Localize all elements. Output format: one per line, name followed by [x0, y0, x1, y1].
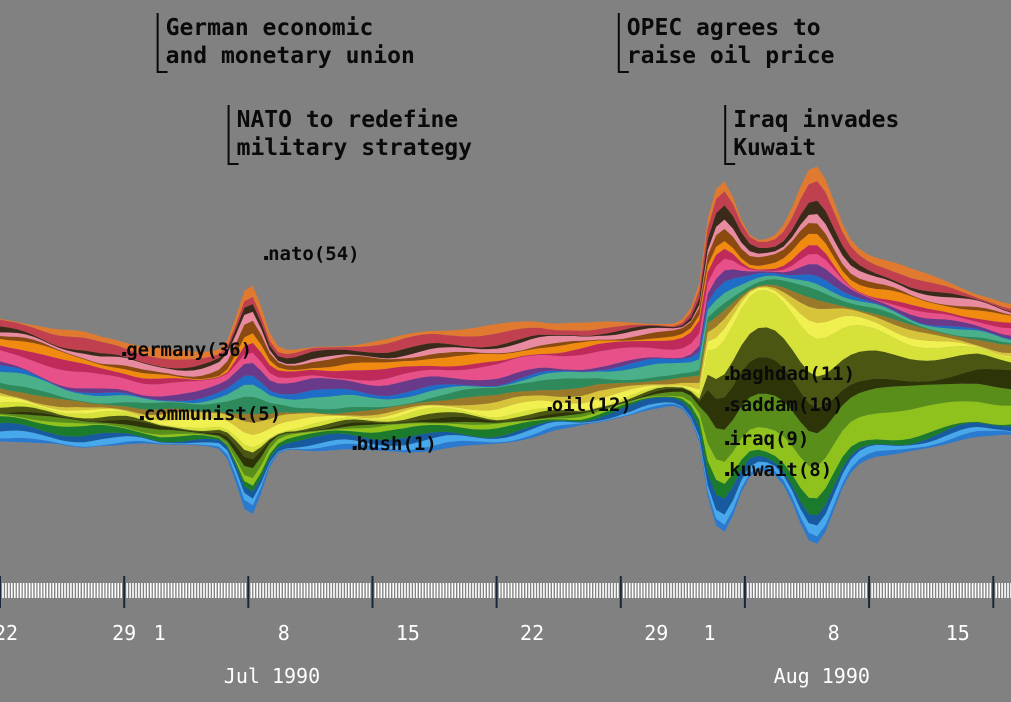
- term-label: baghdad(11): [725, 363, 855, 385]
- term-label-text: oil(12): [552, 394, 632, 416]
- stream-layer: [0, 245, 1011, 385]
- term-marker: [264, 256, 269, 260]
- term-label: kuwait(8): [725, 459, 832, 481]
- event-label-line2: raise oil price: [627, 43, 835, 69]
- stream-layer: [0, 327, 1011, 460]
- term-label-text: bush(1): [357, 433, 437, 455]
- term-label: bush(1): [352, 433, 437, 455]
- stream-layer: [0, 254, 1011, 397]
- stream-layer: [0, 396, 1011, 516]
- term-label: oil(12): [547, 394, 632, 416]
- tick-label: 22: [520, 621, 544, 645]
- stream-layer: [0, 223, 1011, 379]
- term-label-text: communist(5): [144, 403, 281, 425]
- stream-layer: [0, 290, 1011, 453]
- term-label-text: baghdad(11): [729, 363, 855, 385]
- stream-layer: [0, 357, 1011, 469]
- event-label-line2: military strategy: [237, 135, 473, 161]
- term-label: germany(36): [122, 339, 252, 361]
- stream-layer: [0, 287, 1011, 448]
- term-marker: [725, 407, 730, 411]
- time-axis-labels: 22 29 1 8 15 22 29 1 8 15: [0, 621, 970, 645]
- event-bracket: [617, 13, 629, 73]
- month-label: Jul 1990: [224, 664, 320, 688]
- stream-layer: [0, 397, 1011, 526]
- term-label-text: nato(54): [268, 243, 360, 265]
- stream-layer: [0, 284, 1011, 423]
- term-marker: [725, 441, 730, 445]
- stream-layer: [0, 181, 1011, 369]
- term-label-text: saddam(10): [729, 394, 843, 416]
- tick-label: 1: [703, 621, 715, 645]
- term-label: communist(5): [139, 403, 281, 425]
- term-marker: [122, 352, 127, 356]
- term-label: iraq(9): [725, 428, 809, 450]
- event-label-line1: NATO to redefine: [237, 107, 459, 133]
- term-marker: [352, 446, 357, 450]
- event-label-line1: German economic: [166, 15, 374, 41]
- event-label-line1: OPEC agrees to: [627, 15, 821, 41]
- term-labels: nato(54) germany(36) communist(5) bush(1) oi…: [122, 243, 855, 481]
- tick-label: 1: [154, 621, 166, 645]
- month-labels: Jul 1990 Aug 1990: [224, 664, 870, 688]
- time-axis-ticks: [0, 576, 1011, 608]
- stream-layer: [0, 214, 1011, 377]
- tick-label: 8: [828, 621, 840, 645]
- stream-layer: [0, 383, 1011, 479]
- stream-layer: [0, 279, 1011, 414]
- tick-label: 22: [0, 621, 18, 645]
- month-label: Aug 1990: [774, 664, 870, 688]
- term-label: saddam(10): [725, 394, 844, 416]
- stream-layer: [0, 200, 1011, 371]
- stream-layer: [0, 403, 1011, 544]
- term-marker: [725, 376, 730, 380]
- stream-layer: [0, 166, 1011, 360]
- event-bracket: [227, 105, 239, 165]
- event-label-line2: Kuwait: [733, 135, 816, 161]
- event-label-line1: Iraq invades: [733, 107, 899, 133]
- term-marker: [547, 407, 552, 411]
- tick-label: 29: [112, 621, 136, 645]
- term-label: nato(54): [264, 243, 360, 265]
- stream-layer: [0, 264, 1011, 401]
- event-bracket: [156, 13, 168, 73]
- stream-layer: [0, 233, 1011, 380]
- term-label-text: germany(36): [126, 339, 252, 361]
- event-label-line2: and monetary union: [166, 43, 415, 69]
- term-marker: [725, 472, 730, 476]
- term-marker: [139, 416, 144, 420]
- stream-layer: [0, 402, 1011, 537]
- tick-label: 29: [644, 621, 668, 645]
- tick-label: 15: [396, 621, 420, 645]
- tick-label: 8: [278, 621, 290, 645]
- term-label-text: kuwait(8): [729, 459, 832, 481]
- event-bracket: [724, 105, 736, 165]
- term-label-text: iraq(9): [729, 428, 809, 450]
- tick-label: 15: [946, 621, 970, 645]
- stream-layers: [0, 166, 1011, 544]
- stream-layer: [0, 286, 1011, 435]
